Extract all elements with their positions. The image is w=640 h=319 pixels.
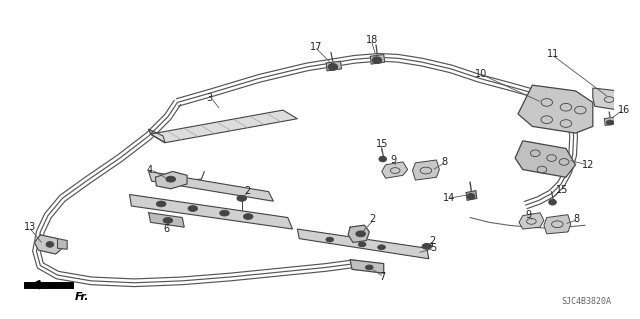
Text: 4: 4 [147,165,153,174]
Ellipse shape [356,231,365,237]
Text: 15: 15 [376,139,388,149]
Text: 2: 2 [429,235,436,246]
Polygon shape [544,215,571,234]
Ellipse shape [237,196,246,201]
Polygon shape [619,114,640,131]
Ellipse shape [379,156,387,162]
Polygon shape [326,61,342,71]
Text: 16: 16 [618,105,630,115]
Text: 2: 2 [369,214,376,225]
Polygon shape [518,85,593,133]
Ellipse shape [422,243,431,249]
Text: 3: 3 [206,93,212,103]
Ellipse shape [372,57,382,63]
Ellipse shape [606,120,614,125]
Polygon shape [148,129,165,143]
Ellipse shape [365,265,373,270]
Text: SJC4B3820A: SJC4B3820A [561,297,611,306]
Text: 12: 12 [582,160,595,170]
Polygon shape [519,213,544,229]
Polygon shape [129,195,292,229]
Text: 8: 8 [441,157,447,167]
Ellipse shape [548,199,556,205]
Text: 5: 5 [429,243,436,253]
Text: 17: 17 [310,42,322,52]
Polygon shape [412,160,439,180]
Text: 7: 7 [379,272,385,282]
Polygon shape [382,162,408,178]
Polygon shape [371,55,385,64]
Ellipse shape [46,241,54,247]
Ellipse shape [243,214,253,219]
Text: 9: 9 [525,210,532,220]
Polygon shape [466,191,477,200]
Ellipse shape [156,201,166,207]
Text: 15: 15 [556,185,569,195]
Polygon shape [593,88,623,110]
Polygon shape [35,235,62,254]
Text: 18: 18 [367,35,379,45]
Ellipse shape [188,206,198,211]
Ellipse shape [378,245,385,250]
Polygon shape [298,229,429,259]
Polygon shape [348,225,369,242]
Text: 14: 14 [443,193,456,203]
Text: 2: 2 [244,186,251,196]
Text: 10: 10 [475,69,487,79]
Polygon shape [515,141,575,177]
Ellipse shape [163,218,173,223]
Polygon shape [156,172,187,189]
Polygon shape [350,260,384,273]
Text: 8: 8 [573,214,580,225]
Text: 13: 13 [24,222,36,232]
Polygon shape [148,213,184,227]
Ellipse shape [166,176,175,182]
Ellipse shape [220,210,229,216]
Polygon shape [58,239,67,249]
Ellipse shape [467,194,475,199]
Polygon shape [604,117,617,125]
Text: 11: 11 [547,49,559,59]
Ellipse shape [358,242,366,247]
Ellipse shape [326,237,333,242]
Text: Fr.: Fr. [75,292,90,302]
Ellipse shape [328,63,338,70]
Polygon shape [148,172,273,201]
Text: 6: 6 [163,224,169,234]
Text: 9: 9 [390,155,397,165]
Polygon shape [150,110,298,143]
